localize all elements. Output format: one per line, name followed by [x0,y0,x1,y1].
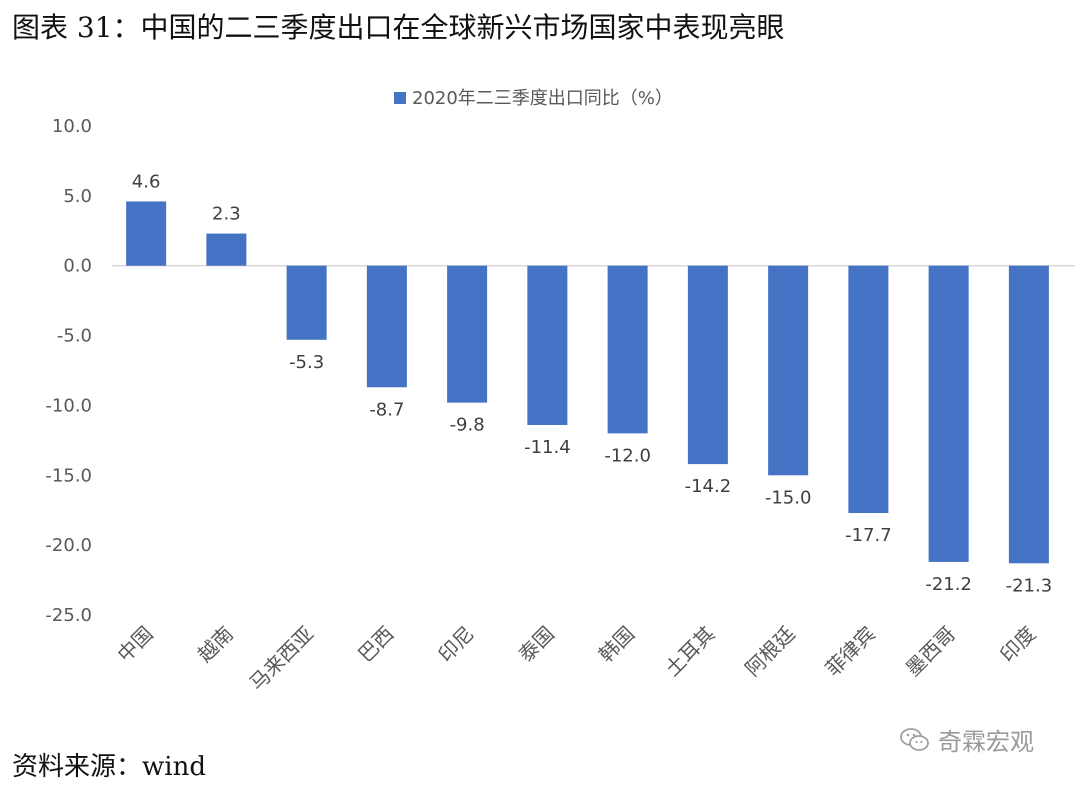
category-label: 印度 [995,622,1040,667]
y-tick-label: -5.0 [57,326,92,347]
data-label: -21.3 [1006,575,1053,596]
data-label: -14.2 [685,476,732,497]
category-label: 越南 [193,622,238,667]
bar-chart: 2020年二三季度出口同比（%） 10.0 5.0 0.0 -5.0 -10.0 -15.0… [45,88,1075,696]
category-label: 墨西哥 [901,622,960,681]
data-label: -8.7 [369,399,404,420]
bar [687,265,728,465]
y-tick-label: -15.0 [45,465,92,486]
wechat-icon [900,727,930,753]
bar [366,265,407,388]
bar [848,265,889,514]
bar [447,265,488,403]
category-label: 巴西 [353,622,398,667]
legend-label: 2020年二三季度出口同比（%） [412,88,673,109]
data-label: -5.3 [289,352,324,373]
bar [126,201,167,266]
data-label: 2.3 [212,204,241,225]
data-label: -9.8 [450,415,485,436]
category-label: 印尼 [433,622,478,667]
source-note: 资料来源：wind [12,752,206,782]
bar [206,233,247,266]
figure-title: 图表 31：中国的二三季度出口在全球新兴市场国家中表现亮眼 [12,11,785,44]
legend: 2020年二三季度出口同比（%） [394,88,673,109]
y-tick-label: 5.0 [63,186,92,207]
y-tick-label: -25.0 [45,605,92,626]
watermark: 奇霖宏观 [900,722,1034,757]
bar [286,265,327,340]
category-label: 中国 [112,622,157,667]
data-label: -17.7 [845,525,892,546]
data-label: -11.4 [524,437,571,458]
chart-area: 2020年二三季度出口同比（%） 10.0 5.0 0.0 -5.0 -10.0 -15.0… [0,60,1080,740]
y-tick-label: -20.0 [45,535,92,556]
data-label: -21.2 [925,574,972,595]
y-tick-label: -10.0 [45,395,92,416]
category-label: 菲律宾 [821,622,880,681]
category-label: 泰国 [514,622,559,667]
bar [928,265,969,562]
bar [1008,265,1049,564]
bar [768,265,809,476]
data-label: -12.0 [604,445,651,466]
category-label: 韩国 [594,622,639,667]
y-tick-label: 0.0 [63,256,92,277]
data-label: -15.0 [765,487,812,508]
watermark-text: 奇霖宏观 [938,728,1034,756]
category-label: 马来西亚 [245,622,319,696]
data-label: 4.6 [132,171,161,192]
bar [527,265,568,425]
category-label: 阿根廷 [740,622,799,681]
bar [607,265,648,434]
y-tick-label: 10.0 [52,116,92,137]
legend-swatch [394,92,406,104]
category-label: 土耳其 [660,622,719,681]
